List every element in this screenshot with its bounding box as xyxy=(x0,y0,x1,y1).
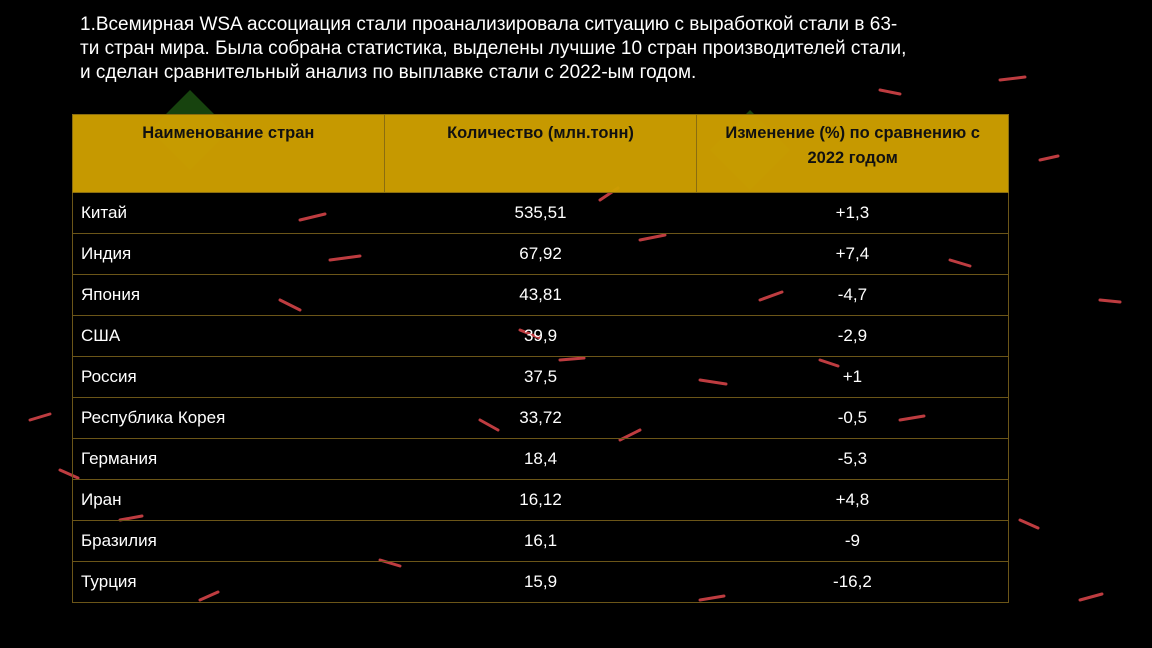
table-cell: Республика Корея xyxy=(72,397,385,439)
table-cell: 535,51 xyxy=(384,192,697,234)
table-cell: 37,5 xyxy=(384,356,697,398)
table-cell: 16,12 xyxy=(384,479,697,521)
table-cell: 16,1 xyxy=(384,520,697,562)
table-cell: 39,9 xyxy=(384,315,697,357)
table-body: Китай 535,51 +1,3 Индия 67,92 +7,4 Япония 43,81… xyxy=(72,192,1009,603)
intro-text: 1.Всемирная WSA ассоциация стали проанал… xyxy=(80,13,906,85)
header-cell: Наименование стран xyxy=(72,114,385,193)
table-cell: -9 xyxy=(696,520,1009,562)
steel-table: Наименование стран Количество (млн.тонн) И… xyxy=(72,114,1009,603)
table-cell: Турция xyxy=(72,561,385,603)
table-cell: +7,4 xyxy=(696,233,1009,275)
table-row: Германия 18,4 -5,3 xyxy=(72,438,1009,480)
table-cell: Иран xyxy=(72,479,385,521)
table-row: Бразилия 16,1 -9 xyxy=(72,520,1009,562)
table-cell: США xyxy=(72,315,385,357)
table-cell: -5,3 xyxy=(696,438,1009,480)
header-row: Наименование стран Количество (млн.тонн) И… xyxy=(72,114,1009,193)
table-cell: -16,2 xyxy=(696,561,1009,603)
table-cell: Германия xyxy=(72,438,385,480)
table-row: Индия 67,92 +7,4 xyxy=(72,233,1009,275)
table-row: Иран 16,12 +4,8 xyxy=(72,479,1009,521)
table-row: США 39,9 -2,9 xyxy=(72,315,1009,357)
table-cell: -2,9 xyxy=(696,315,1009,357)
table-row: Республика Корея 33,72 -0,5 xyxy=(72,397,1009,439)
table-cell: 18,4 xyxy=(384,438,697,480)
table-cell: 15,9 xyxy=(384,561,697,603)
table-cell: 67,92 xyxy=(384,233,697,275)
table-row: Турция 15,9 -16,2 xyxy=(72,561,1009,603)
table-cell: -4,7 xyxy=(696,274,1009,316)
table-cell: Россия xyxy=(72,356,385,398)
table-cell: Индия xyxy=(72,233,385,275)
table-cell: 43,81 xyxy=(384,274,697,316)
table-cell: +4,8 xyxy=(696,479,1009,521)
table-cell: Китай xyxy=(72,192,385,234)
table-row: Китай 535,51 +1,3 xyxy=(72,192,1009,234)
table-cell: +1 xyxy=(696,356,1009,398)
table-row: Россия 37,5 +1 xyxy=(72,356,1009,398)
header-cell: Изменение (%) по сравнению с 2022 годом xyxy=(696,114,1009,193)
table-cell: Япония xyxy=(72,274,385,316)
table-cell: Бразилия xyxy=(72,520,385,562)
table-cell: -0,5 xyxy=(696,397,1009,439)
intro-line: 1.Всемирная WSA ассоциация стали проанал… xyxy=(80,14,898,35)
table-cell: +1,3 xyxy=(696,192,1009,234)
table-cell: 33,72 xyxy=(384,397,697,439)
table-row: Япония 43,81 -4,7 xyxy=(72,274,1009,316)
intro-line: и сделан сравнительный анализ по выплавк… xyxy=(80,62,697,83)
intro-line: ти стран мира. Была собрана статистика, … xyxy=(80,38,907,59)
header-cell: Количество (млн.тонн) xyxy=(383,114,698,193)
